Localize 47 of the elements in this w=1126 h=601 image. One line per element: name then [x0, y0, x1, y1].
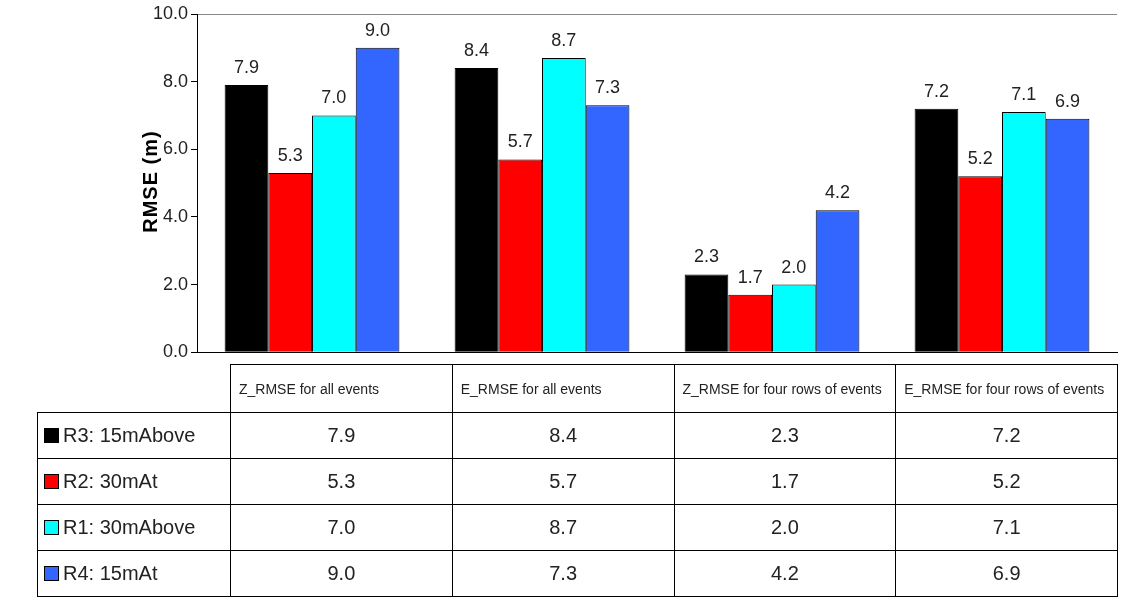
text: 1.7	[737, 266, 763, 287]
text: 7.2	[923, 80, 949, 101]
data-label: 2.3	[674, 412, 896, 459]
y-tick-label: 10.0	[152, 2, 189, 23]
y-tick-label: 0.0	[163, 341, 189, 362]
x-tick-label: E_RMSE for four rows of events	[895, 364, 1118, 413]
text: 8.4	[463, 40, 489, 61]
text: 7.3	[595, 77, 621, 98]
data-label: 5.3	[230, 458, 453, 505]
data-label: 8.4	[452, 412, 674, 459]
data-label: 7.9	[230, 412, 453, 459]
data-label: 5.2	[895, 458, 1118, 505]
data-label: 4.2	[674, 550, 896, 597]
text: 2.3	[693, 246, 719, 267]
text: 7.9	[233, 56, 259, 77]
data-label: 6.9	[895, 550, 1118, 597]
x-tick-label: Z_RMSE for four rows of events	[674, 364, 896, 413]
text: 6.9	[1055, 90, 1081, 111]
legend-label: R3: 15mAbove	[63, 424, 196, 446]
legend-label: R1: 30mAbove	[63, 516, 196, 538]
text: 8.7	[551, 29, 577, 50]
text: 5.3	[277, 144, 303, 165]
text: 9.0	[365, 19, 391, 40]
text: 2.0	[781, 256, 807, 277]
y-tick-label: 2.0	[163, 273, 189, 294]
text: 7.0	[321, 87, 347, 108]
data-label: 8.7	[452, 504, 674, 551]
data-label: 5.7	[452, 458, 674, 505]
data-label: 7.0	[230, 504, 453, 551]
data-label: 7.3	[452, 550, 674, 597]
data-label: 2.0	[674, 504, 896, 551]
y-tick-label: 8.0	[163, 70, 189, 91]
text: 5.7	[507, 131, 533, 152]
y-tick-label: 4.0	[163, 205, 189, 226]
legend-label: R2: 30mAt	[63, 470, 158, 492]
text: 5.2	[967, 148, 993, 169]
data-label: 9.0	[230, 550, 453, 597]
text: 7.1	[1011, 84, 1037, 105]
y-tick-label: 6.0	[163, 138, 189, 159]
data-label: 7.1	[895, 504, 1118, 551]
legend-label: R4: 15mAt	[63, 562, 158, 584]
x-tick-label: Z_RMSE for all events	[230, 364, 453, 413]
text: 4.2	[825, 182, 851, 203]
x-tick-label: E_RMSE for all events	[452, 364, 674, 413]
data-label: 1.7	[674, 458, 896, 505]
data-label: 7.2	[895, 412, 1118, 459]
y-axis-title: RMSE (m)	[138, 129, 162, 235]
